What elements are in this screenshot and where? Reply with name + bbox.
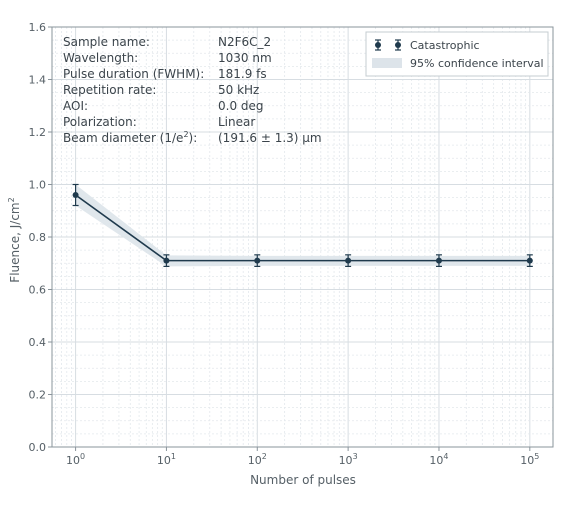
y-tick-label: 0.2 <box>29 389 47 402</box>
info-beam-label-sup: 2 <box>183 130 188 139</box>
legend-label-catastrophic: Catastrophic <box>410 39 480 52</box>
y-tick-label: 0.0 <box>29 441 47 454</box>
y-axis-label-sup: 2 <box>7 197 16 202</box>
data-marker <box>526 257 533 264</box>
x-tick-label: 102 <box>248 452 267 467</box>
data-marker <box>72 192 79 198</box>
info-value: 1030 nm <box>218 51 272 65</box>
info-label: Sample name: <box>63 35 150 49</box>
data-point <box>526 254 533 267</box>
y-axis-ticks: 0.0 0.2 0.4 0.6 0.8 1.0 1.2 1.4 1.6 <box>29 21 52 454</box>
y-tick-label: 1.6 <box>29 21 47 34</box>
x-tick-label: 103 <box>339 452 358 467</box>
info-beam-label-pre: Beam diameter (1/e <box>63 131 183 145</box>
x-tick-label: 105 <box>520 452 539 467</box>
info-label: AOI: <box>63 99 88 113</box>
x-axis-label: Number of pulses <box>250 473 356 487</box>
data-point <box>72 183 79 207</box>
info-label: Pulse duration (FWHM): <box>63 67 204 81</box>
info-beam-label: Beam diameter (1/e2): <box>63 130 197 145</box>
y-tick-label: 0.4 <box>29 336 47 349</box>
data-marker <box>435 257 442 264</box>
y-tick-label: 0.8 <box>29 231 47 244</box>
info-value: 50 kHz <box>218 83 259 97</box>
confidence-band-area <box>75 184 530 267</box>
info-label: Polarization: <box>63 115 137 129</box>
x-axis-ticks: 100 101 102 103 104 105 <box>66 447 539 467</box>
y-tick-label: 1.4 <box>29 74 47 87</box>
legend-label-confidence: 95% confidence interval <box>410 57 544 70</box>
confidence-band <box>75 184 530 267</box>
legend: Catastrophic 95% confidence interval <box>365 31 549 77</box>
y-axis-label-main: Fluence, J/cm <box>8 202 22 282</box>
y-tick-label: 0.6 <box>29 284 47 297</box>
info-value: 0.0 deg <box>218 99 264 113</box>
data-point <box>435 254 442 267</box>
x-tick-label: 100 <box>66 452 85 467</box>
data-point <box>254 254 261 267</box>
x-tick-label: 101 <box>157 452 176 467</box>
info-beam-value: (191.6 ± 1.3) μm <box>218 131 322 145</box>
data-marker <box>163 257 170 264</box>
series-catastrophic <box>72 183 533 267</box>
info-value: Linear <box>218 115 255 129</box>
legend-swatch-confidence <box>372 58 402 68</box>
legend-marker-catastrophic <box>375 39 401 51</box>
data-point <box>163 254 170 267</box>
data-point <box>345 254 352 267</box>
y-axis-label: Fluence, J/cm2 <box>7 197 22 282</box>
y-tick-label: 1.2 <box>29 126 47 139</box>
info-beam-label-post: ): <box>189 131 198 145</box>
data-marker <box>254 257 261 264</box>
data-marker <box>345 257 352 264</box>
info-value: N2F6C_2 <box>218 35 271 49</box>
info-value: 181.9 fs <box>218 67 267 81</box>
measurement-info: Sample name: N2F6C_2 Wavelength: 1030 nm Pul… <box>63 35 272 129</box>
series-line <box>75 194 530 262</box>
info-label: Repetition rate: <box>63 83 156 97</box>
x-tick-label: 104 <box>429 452 448 467</box>
y-tick-label: 1.0 <box>29 179 47 192</box>
info-label: Wavelength: <box>63 51 138 65</box>
legend-box <box>365 31 549 77</box>
